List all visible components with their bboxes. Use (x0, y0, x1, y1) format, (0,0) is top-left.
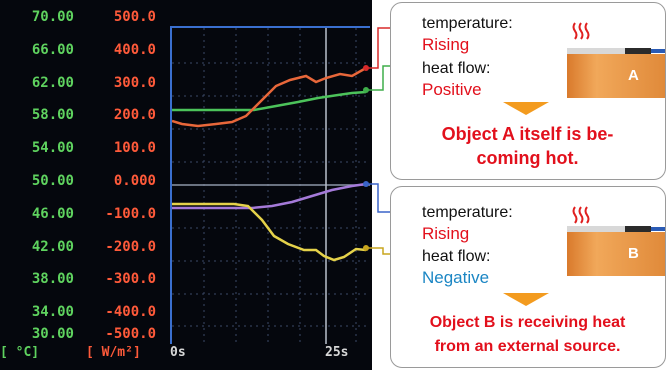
temperature-tick: 54.00 (31, 140, 74, 156)
heat-flow-tick: 200.0 (113, 107, 156, 123)
heat-flow-tick: 100.0 (113, 140, 156, 156)
temperature-tick: 30.00 (31, 326, 74, 342)
a-conclusion: Object A itself is be- coming hot. (391, 122, 664, 170)
temperature-tick: 38.00 (31, 271, 74, 287)
b-temperature-label: temperature: (422, 204, 513, 221)
heat-flow-tick: -300.0 (105, 271, 156, 287)
plot-canvas (171, 28, 370, 344)
a-temperature-label: temperature: (422, 15, 513, 32)
heat-flow-tick: 400.0 (113, 42, 156, 58)
a-conclusion-line: coming hot. (476, 148, 579, 168)
a-temperature-value: Rising (422, 35, 470, 54)
connector-dot (363, 181, 369, 187)
b-heat-flow-label: heat flow: (422, 248, 491, 265)
b-temperature-value: Rising (422, 224, 470, 243)
object-b-label: B (628, 245, 639, 262)
heat-flow-tick: 0.000 (113, 173, 156, 189)
heat-flow-tick: 300.0 (113, 75, 156, 91)
b-conclusion-line: from an external source. (434, 338, 621, 355)
connector-dot (363, 65, 369, 71)
heat-flow-tick: -500.0 (105, 326, 156, 342)
object-a-illustration (567, 22, 665, 98)
temperature-tick: 50.00 (31, 173, 74, 189)
temperature-tick: 58.00 (31, 107, 74, 123)
heat-flow-tick: 500.0 (113, 9, 156, 25)
temperature-tick: 34.00 (31, 304, 74, 320)
panel-b: temperature: Rising heat flow: Negative … (390, 186, 666, 368)
connector-dot (363, 87, 369, 93)
temperature-tick: 70.00 (31, 9, 74, 25)
temperature-unit: [ °C] (0, 345, 40, 360)
temperature-tick: 62.00 (31, 75, 74, 91)
b-heat-flow-trace (172, 202, 367, 262)
arrow-down-icon (503, 102, 549, 115)
a-heat-flow-trace (171, 66, 367, 128)
b-conclusion-line: Object B is receiving heat (429, 314, 626, 331)
temperature-tick: 66.00 (31, 42, 74, 58)
panel-a: temperature: Rising heat flow: Positive … (390, 2, 666, 180)
logger-screen: 70.00 66.00 62.00 58.00 54.00 50.00 46.0… (0, 0, 372, 370)
heat-flow-tick: -100.0 (105, 206, 156, 222)
b-conclusion: Object B is receiving heat from an exter… (391, 311, 664, 359)
heat-flow-tick: -400.0 (105, 304, 156, 320)
connector-dot (363, 245, 369, 251)
arrow-down-icon (503, 293, 549, 306)
heat-flow-unit: [ W/m²] (86, 345, 141, 360)
temperature-tick: 42.00 (31, 239, 74, 255)
a-heat-flow-label: heat flow: (422, 60, 491, 77)
time-tick: 0s (170, 345, 186, 360)
b-temperature-trace (172, 182, 367, 210)
plot-area (170, 26, 370, 344)
a-conclusion-line: Object A itself is be- (441, 124, 614, 144)
a-temperature-trace (172, 90, 367, 112)
b-heat-flow-value: Negative (422, 268, 490, 287)
time-tick: 25s (325, 345, 349, 360)
heat-flow-tick: -200.0 (105, 239, 156, 255)
temperature-tick: 46.00 (31, 206, 74, 222)
object-b-illustration (567, 206, 665, 276)
object-a-label: A (628, 67, 639, 84)
a-heat-flow-value: Positive (422, 80, 482, 99)
